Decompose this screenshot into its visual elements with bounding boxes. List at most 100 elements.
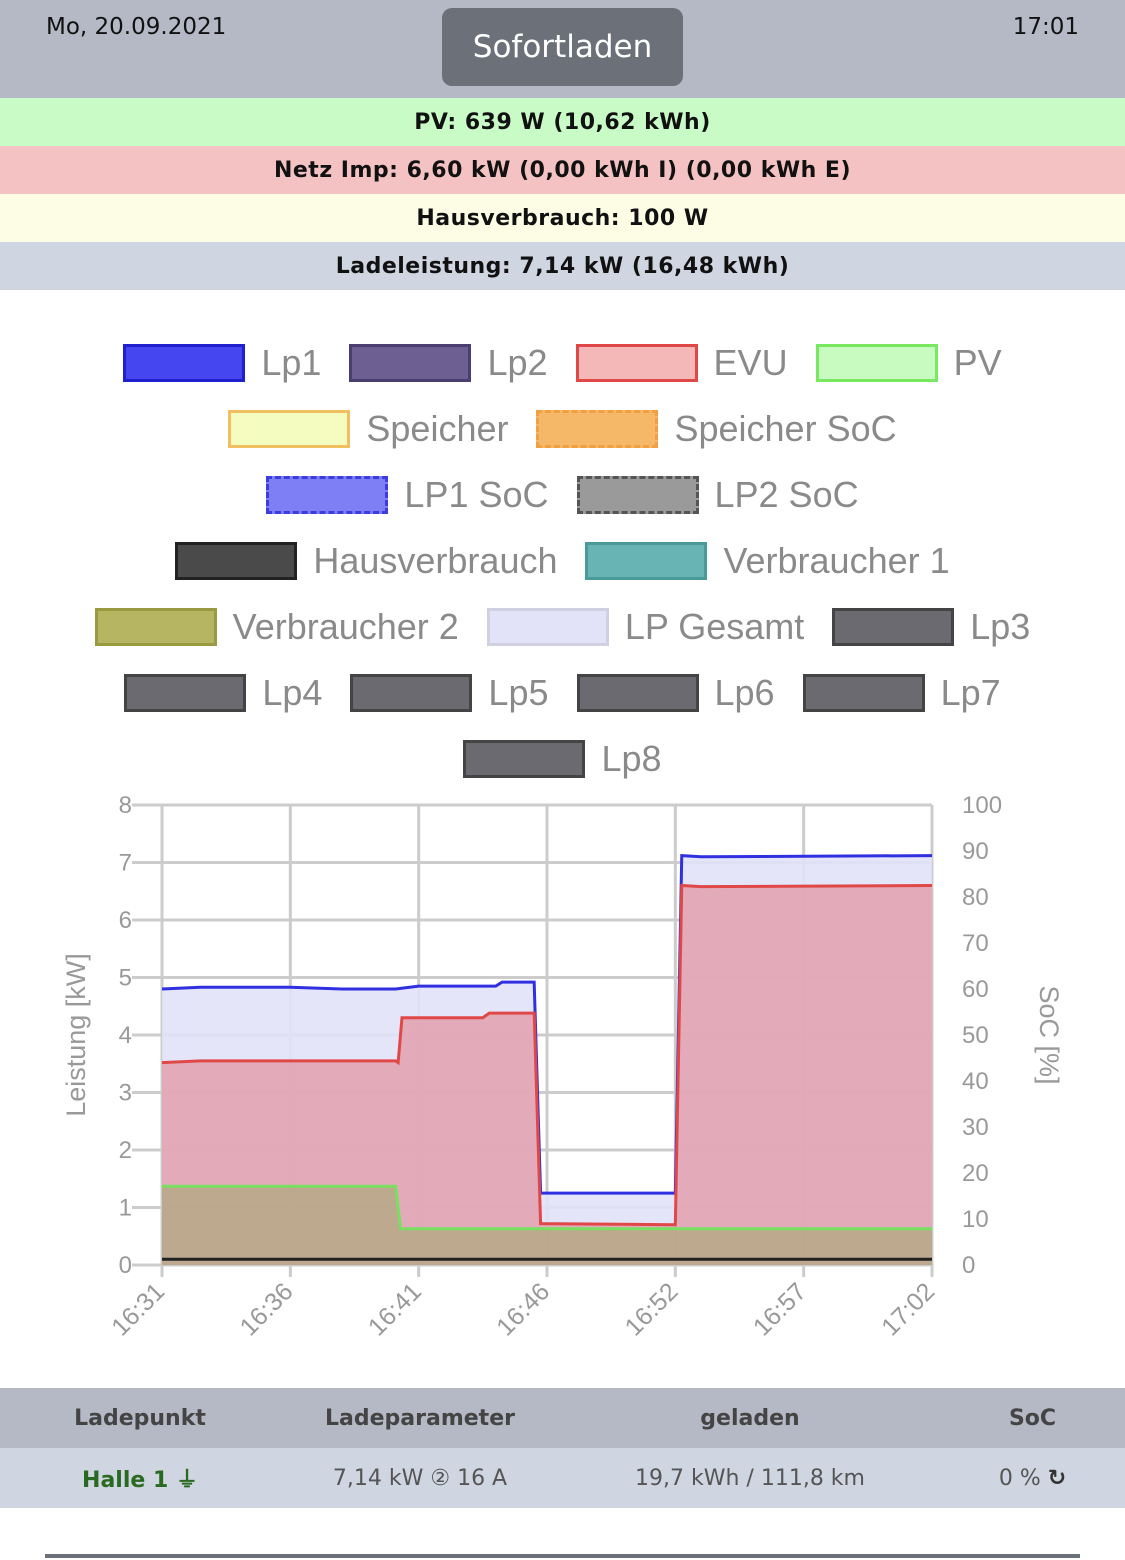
x-tick-label: 17:02 [876,1277,940,1341]
legend-label: LP1 SoC [404,474,549,515]
col-geladen: geladen [700,1405,800,1431]
legend-label: Verbraucher 2 [232,606,459,647]
legend-swatch [585,542,708,580]
series-area-pv [162,1186,932,1265]
x-tick-label: 16:52 [620,1277,684,1341]
legend-swatch [802,674,925,712]
legend-swatch [575,344,698,382]
legend-item[interactable]: LP1 SoC [266,474,549,516]
y-tick-label: 0 [119,1252,132,1279]
legend-label: Lp2 [487,342,548,383]
legend-row: Lp1 Lp2 EVU PV [0,330,1125,396]
legend-item[interactable]: Speicher SoC [536,408,897,450]
x-tick-label: 16:31 [106,1277,170,1341]
hausverbrauch-status: Hausverbrauch: 100 W [0,194,1125,242]
legend-item[interactable]: Lp3 [832,606,1030,648]
y-tick-label: 2 [119,1137,132,1164]
legend-swatch [832,608,955,646]
mode-button[interactable]: Sofortladen [442,8,683,86]
legend-label: EVU [713,342,788,383]
legend-label: Hausverbrauch [313,540,558,581]
y2-tick-label: 50 [962,1022,989,1049]
series-line-pv [162,1184,932,1231]
series-area-evu [162,885,932,1265]
plug-icon: ⏚ [175,1468,198,1493]
legend-swatch [228,410,351,448]
y2-tick-label: 10 [962,1206,989,1233]
legend-swatch [94,608,217,646]
y-tick-label: 5 [119,965,132,992]
date: Mo, 20.09.2021 [46,14,227,40]
legend-item[interactable]: Verbraucher 2 [94,606,459,648]
legend-item[interactable]: Lp8 [463,738,662,780]
y2-tick-label: 20 [962,1160,989,1187]
chart-legend: Lp1 Lp2 EVU PV Speicher Speicher SoC LP1 SoC LP… [0,330,1125,792]
geladen-value: 19,7 kWh / 111,8 km [635,1465,865,1491]
y2-tick-label: 90 [962,838,989,865]
legend-swatch [815,344,938,382]
y2-axis-label: SoC [%] [1034,985,1064,1084]
legend-row: Verbraucher 2 LP Gesamt Lp3 [0,594,1125,660]
divider [45,1554,1080,1558]
legend-item[interactable]: EVU [575,342,788,384]
legend-row: Lp4 Lp5 Lp6 Lp7 [0,660,1125,726]
soc-value: 0 % ↻ [940,1466,1125,1491]
y-tick-label: 6 [119,907,132,934]
legend-label: Lp1 [261,342,322,383]
legend-label: Speicher SoC [674,408,897,449]
legend-label: Lp8 [601,738,662,779]
legend-item[interactable]: Speicher [228,408,508,450]
ladepunkt-table: Ladepunkt Ladeparameter geladen SoC Hall… [0,1388,1125,1508]
legend-label: LP2 SoC [714,474,859,515]
legend-label: PV [953,342,1002,383]
soc-label: 0 % [998,1465,1041,1491]
legend-row: LP1 SoC LP2 SoC [0,462,1125,528]
legend-label: Lp6 [714,672,775,713]
legend-item[interactable]: Hausverbrauch [175,540,557,582]
legend-item[interactable]: Lp4 [124,672,322,714]
legend-label: Lp4 [262,672,323,713]
legend-row: Lp8 [0,726,1125,792]
x-tick-label: 16:41 [363,1277,427,1341]
legend-label: Speicher [366,408,509,449]
netz-status: Netz Imp: 6,60 kW (0,00 kWh I) (0,00 kWh… [0,146,1125,194]
legend-item[interactable]: Lp1 [123,342,321,384]
legend-item[interactable]: PV [815,342,1002,384]
legend-swatch [123,344,246,382]
legend-row: Speicher Speicher SoC [0,396,1125,462]
legend-label: Lp7 [940,672,1001,713]
series-line-evu [161,883,933,1227]
legend-item[interactable]: LP Gesamt [486,606,804,648]
col-ladeparameter: Ladeparameter [325,1405,515,1431]
ladepunkt-label: Halle 1 [82,1468,169,1493]
legend-item[interactable]: Lp7 [802,672,1001,714]
y-tick-label: 1 [119,1195,132,1222]
ladepunkt-name[interactable]: Halle 1 ⏚ [0,1462,280,1494]
y2-tick-label: 80 [962,884,989,911]
y2-tick-label: 100 [962,792,1002,819]
legend-label: Lp5 [488,672,549,713]
legend-swatch [463,740,586,778]
legend-item[interactable]: Verbraucher 1 [585,540,950,582]
legend-swatch [536,410,659,448]
legend-item[interactable]: Lp6 [576,672,775,714]
legend-item[interactable]: Lp2 [349,342,548,384]
y2-tick-label: 70 [962,930,989,957]
legend-swatch [486,608,609,646]
legend-swatch [576,476,699,514]
ladeleistung-status: Ladeleistung: 7,14 kW (16,48 kWh) [0,242,1125,290]
legend-swatch [124,674,247,712]
refresh-icon[interactable]: ↻ [1047,1465,1067,1491]
legend-row: Hausverbrauch Verbraucher 1 [0,528,1125,594]
table-row[interactable]: Halle 1 ⏚ 7,14 kW ② 16 A 19,7 kWh / 111,… [0,1448,1125,1508]
y2-tick-label: 40 [962,1068,989,1095]
legend-label: Lp3 [970,606,1031,647]
legend-swatch [266,476,389,514]
legend-item[interactable]: Lp5 [350,672,549,714]
y-axis-label: Leistung [kW] [61,953,91,1117]
legend-item[interactable]: LP2 SoC [576,474,859,516]
col-ladepunkt: Ladepunkt [74,1405,206,1431]
header: Mo, 20.09.2021 Sofortladen 17:01 [0,0,1125,98]
y-tick-label: 3 [119,1080,132,1107]
